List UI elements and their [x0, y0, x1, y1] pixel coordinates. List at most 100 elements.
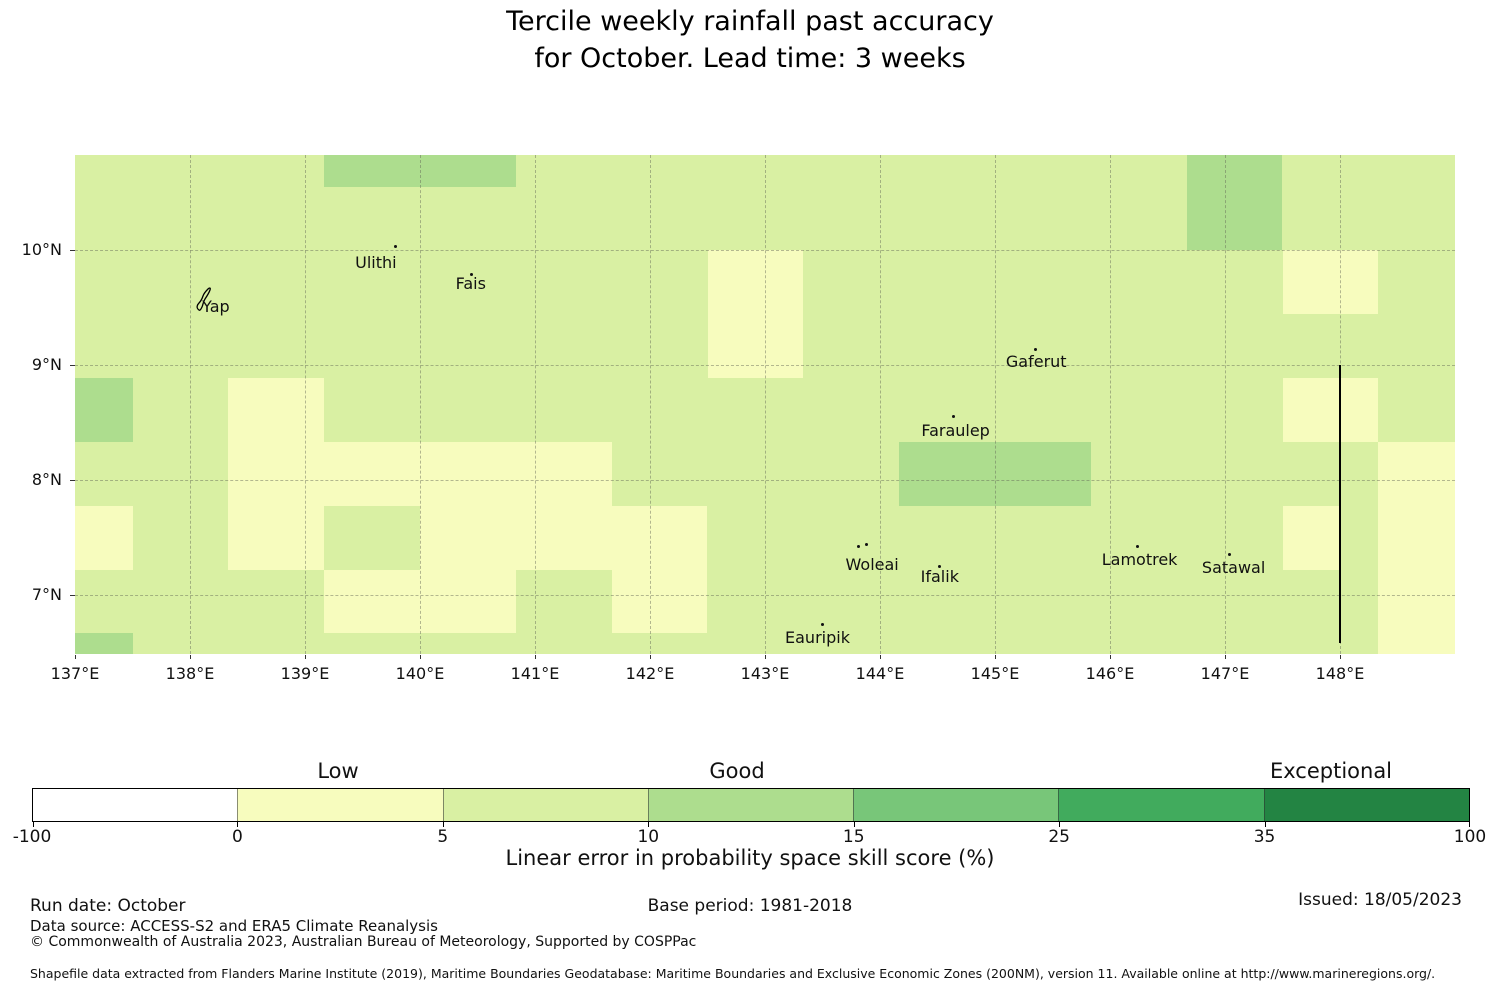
colorbar-tick-mark [1469, 822, 1470, 827]
colorbar-segment [853, 789, 1059, 821]
longitude-gridline [535, 155, 536, 654]
colorbar-tick-label: 25 [1048, 827, 1070, 847]
colorbar-tick-label: 0 [232, 827, 243, 847]
longitude-gridline [305, 155, 306, 654]
island-label: Fais [455, 274, 486, 294]
skill-cell [707, 250, 804, 379]
longitude-gridline [765, 155, 766, 654]
footer-copyright: © Commonwealth of Australia 2023, Austra… [30, 934, 697, 950]
footer-shapefile-note: Shapefile data extracted from Flanders M… [30, 966, 1436, 981]
skill-cell [324, 569, 516, 634]
colorbar-tick-mark [237, 822, 239, 827]
longitude-gridline [650, 155, 651, 654]
colorbar-tick-label: 100 [1453, 827, 1487, 847]
skill-cell [1282, 505, 1340, 570]
x-tick-mark [879, 655, 881, 659]
island-marker-dot [952, 415, 956, 419]
skill-cell [611, 569, 708, 634]
colorbar-tick-label: 15 [842, 827, 865, 847]
skill-cell [420, 505, 708, 570]
eez-boundary-line [1339, 365, 1341, 644]
x-tick-label: 141°E [510, 664, 560, 683]
skill-cell [1282, 250, 1379, 315]
y-tick-label: 9°N [31, 355, 62, 375]
y-tick-label: 7°N [31, 585, 62, 605]
skill-cell [75, 505, 133, 570]
colorbar-axis-label: Linear error in probability space skill … [505, 846, 995, 870]
island-label: Lamotrek [1101, 549, 1178, 569]
x-tick-mark [304, 655, 306, 659]
colorbar-tick-mark [853, 822, 855, 827]
longitude-gridline [880, 155, 881, 654]
island-marker-dot [470, 272, 474, 276]
x-tick-mark [649, 655, 651, 659]
colorbar-quality-label: Low [317, 759, 359, 783]
x-tick-mark [419, 655, 421, 659]
x-tick-mark [994, 655, 996, 659]
y-tick-label: 8°N [31, 470, 62, 490]
island-label: Satawal [1201, 557, 1266, 577]
colorbar-tick-mark [648, 822, 650, 827]
island-label: Ulithi [355, 252, 397, 272]
x-tick-label: 147°E [1200, 664, 1250, 683]
island-marker-dot [394, 245, 398, 249]
island-marker-dot [1228, 553, 1232, 557]
colorbar [32, 788, 1470, 822]
skill-cell [324, 155, 516, 187]
colorbar-tick-label: 35 [1253, 827, 1276, 847]
island-marker-dot [856, 545, 860, 549]
island-marker-dot [1033, 347, 1037, 351]
x-tick-mark [1339, 655, 1341, 659]
footer-base-period: Base period: 1981-2018 [647, 896, 853, 916]
x-tick-label: 146°E [1085, 664, 1135, 683]
x-tick-mark [534, 655, 536, 659]
x-tick-label: 139°E [280, 664, 330, 683]
colorbar-tick-label: 10 [637, 827, 660, 847]
yap-island-shape [196, 287, 211, 311]
chart-title-line-2: for October. Lead time: 3 weeks [534, 43, 966, 74]
colorbar-segment [33, 789, 238, 821]
island-label: Ifalik [920, 567, 959, 587]
skill-cell [899, 441, 1091, 506]
x-tick-mark [1109, 655, 1111, 659]
skill-cell [228, 378, 325, 570]
colorbar-segment [1263, 789, 1469, 821]
x-tick-label: 148°E [1315, 664, 1365, 683]
chart-title-line-1: Tercile weekly rainfall past accuracy [506, 6, 994, 37]
latitude-gridline [75, 365, 1455, 367]
island-label: Faraulep [921, 420, 990, 440]
longitude-gridline [420, 155, 421, 654]
y-tick-mark [70, 249, 75, 251]
y-tick-mark [70, 364, 75, 366]
colorbar-segment [237, 789, 443, 821]
colorbar-tick-mark [1059, 822, 1061, 827]
y-tick-mark [70, 479, 75, 481]
island-label: Eauripik [785, 627, 850, 647]
colorbar-tick-label: 5 [437, 827, 449, 847]
colorbar-tick-mark [442, 822, 444, 827]
x-tick-label: 143°E [740, 664, 790, 683]
y-tick-label: 10°N [21, 240, 62, 260]
x-tick-label: 140°E [395, 664, 445, 683]
island-marker-dot [864, 543, 868, 547]
colorbar-tick-mark [32, 822, 34, 827]
map-area: Yap Ulithi Fais Gaferut Faraulep Woleai Ifalik… [75, 155, 1455, 654]
colorbar-tick-label: -100 [12, 827, 52, 847]
colorbar-segment [647, 789, 854, 821]
skill-cell [1282, 378, 1379, 442]
x-tick-label: 137°E [50, 664, 100, 683]
colorbar-segment [442, 789, 648, 821]
footer-data-source: Data source: ACCESS-S2 and ERA5 Climate … [30, 917, 438, 935]
x-tick-label: 138°E [165, 664, 215, 683]
skill-cell [75, 633, 133, 654]
colorbar-tick-mark [1264, 822, 1266, 827]
island-marker-dot [1136, 545, 1140, 549]
skill-cell [1186, 155, 1283, 251]
x-tick-mark [764, 655, 766, 659]
longitude-gridline [995, 155, 996, 654]
x-tick-label: 144°E [855, 664, 905, 683]
skill-cell [324, 441, 612, 506]
x-tick-mark [1224, 655, 1226, 659]
y-tick-mark [70, 594, 75, 596]
